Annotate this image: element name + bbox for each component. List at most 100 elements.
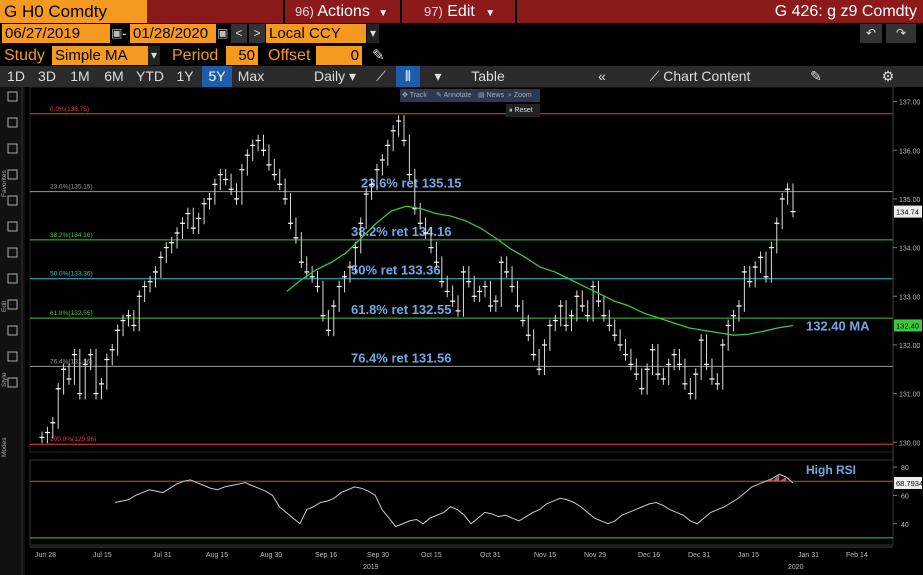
last-price-tag-bg: [894, 205, 922, 218]
color-icon[interactable]: [7, 351, 18, 362]
axes: 137.00 136.00 135.00 134.00 133.00 132.00 131.…: [1, 87, 923, 571]
study-select[interactable]: Simple MA: [52, 46, 148, 65]
chart-content-icon: ⟋: [649, 68, 660, 84]
separator: [515, 0, 517, 23]
x-axis-tick-label: Dec 16: [638, 552, 660, 559]
chevron-down-icon[interactable]: ▾: [148, 46, 160, 65]
fib-retracement-label: 61.8% ret 132.55: [351, 302, 451, 317]
edit-menu-label: Edit: [447, 3, 475, 20]
rsi-overbought-fill: [765, 478, 773, 482]
redo-button[interactable]: ↷: [886, 24, 916, 43]
price-axis-tick-label: 135.00: [899, 197, 921, 204]
sidebar-section-label: Modes: [1, 437, 8, 457]
gear-icon[interactable]: ⚙: [881, 68, 895, 84]
date-row: [0, 23, 923, 44]
period-field[interactable]: 50: [226, 46, 258, 65]
shape-icon[interactable]: [7, 195, 18, 206]
x-axis-tick-label: Nov 15: [534, 552, 556, 559]
pencil-icon[interactable]: ✎: [372, 47, 385, 64]
zoom-tool[interactable]: ⌕ Zoom: [508, 92, 532, 99]
price-axis-tick-label: 133.00: [899, 294, 921, 301]
table-button[interactable]: Table: [471, 68, 505, 84]
collapse-icon[interactable]: «: [598, 68, 606, 84]
calendar-icon[interactable]: ▣: [111, 24, 122, 43]
currency-select[interactable]: Local CCY: [266, 24, 366, 43]
chevron-down-icon[interactable]: ▾: [434, 68, 442, 84]
x-axis-tick-label: Aug 15: [206, 552, 228, 559]
chevron-down-icon[interactable]: ▾: [367, 24, 379, 43]
fib-retracement-label: 76.4% ret 131.56: [351, 350, 451, 365]
offset-label: Offset: [268, 47, 311, 64]
x-axis-tick-label: Oct 15: [421, 552, 442, 559]
track-label: Track: [409, 92, 427, 99]
period-button-max[interactable]: Max: [237, 68, 265, 84]
chart-tool-strip: [400, 89, 540, 102]
x-axis-tick-label: Aug 30: [260, 552, 282, 559]
period-button-1y[interactable]: 1Y: [176, 68, 194, 84]
offset-field[interactable]: 0: [316, 46, 362, 65]
period-button-5y[interactable]: 5Y: [202, 66, 232, 87]
text-icon[interactable]: [7, 169, 18, 180]
next-period-button[interactable]: >: [249, 24, 265, 43]
separator: [283, 0, 285, 23]
prev-period-button[interactable]: <: [231, 24, 247, 43]
price-axis-tick-label: 134.00: [899, 246, 921, 253]
x-axis-tick-label: Sep 16: [315, 552, 337, 559]
rsi-overbought-fill: [183, 479, 191, 482]
eraser-icon[interactable]: [7, 273, 18, 284]
separator: [400, 0, 402, 23]
period-button-1d[interactable]: 1D: [7, 68, 25, 84]
x-axis-tick-label: Sep 30: [367, 552, 389, 559]
fib-tag: 0.0%(136.75): [50, 106, 89, 113]
x-axis-tick-label: Dec 31: [688, 552, 710, 559]
x-axis-tick-label: Jul 15: [93, 552, 112, 559]
frequency-select[interactable]: Daily ▾: [313, 68, 357, 84]
fib-icon[interactable]: [7, 247, 18, 258]
annotate-label: Annotate: [443, 92, 472, 99]
bar-chart-icon[interactable]: ⫴: [396, 66, 420, 87]
last-price-tag: 134.74: [896, 208, 919, 217]
undo-button[interactable]: ↶: [860, 24, 882, 43]
trash-icon[interactable]: [7, 299, 18, 310]
track-tool[interactable]: ✥ Track: [402, 92, 427, 99]
start-date-field[interactable]: 06/27/2019: [2, 24, 110, 43]
frequency-label: Daily: [313, 68, 346, 84]
fib-tag: 50.0%(133.36): [50, 271, 93, 278]
line-icon[interactable]: [7, 143, 18, 154]
left-toolbar: [0, 87, 25, 575]
fib-retracement-label: 50% ret 133.36: [351, 263, 441, 278]
chart-content-button[interactable]: ⟋ Chart Content: [640, 66, 760, 87]
edit-chart-icon[interactable]: ✎: [810, 68, 822, 84]
pencil-icon[interactable]: [7, 117, 18, 128]
gear-icon[interactable]: [7, 377, 18, 388]
news-tool[interactable]: ▤ News: [478, 92, 505, 99]
end-date-field[interactable]: 01/28/2020: [130, 24, 216, 43]
period-button-6m[interactable]: 6M: [104, 68, 124, 84]
chart-area[interactable]: 0.0%(136.75) 23.6%(135.15) 23.6% ret 135.1…: [0, 87, 923, 575]
edit-menu[interactable]: 97) Edit ▼: [418, 0, 514, 23]
ma-line: [286, 205, 794, 336]
price-panel: 0.0%(136.75) 23.6%(135.15) 23.6% ret 135.1…: [29, 87, 894, 453]
date-dash: -: [122, 25, 127, 41]
fib-retracement-label: 38.2% ret 134.16: [351, 224, 451, 239]
calendar-icon[interactable]: ▣: [217, 24, 228, 43]
fib-tag: 76.4%(131.56): [50, 358, 93, 365]
cursor-icon[interactable]: [7, 91, 18, 102]
ticker-field[interactable]: G H0 Comdty: [0, 0, 147, 23]
chevron-down-icon: ▼: [378, 8, 389, 19]
rsi-axis-tick-label: 80: [901, 465, 909, 472]
annotate-tool[interactable]: ✎ Annotate: [436, 92, 472, 99]
period-button-1m[interactable]: 1M: [70, 68, 90, 84]
period-button-ytd[interactable]: YTD: [136, 68, 164, 84]
fib-tag: 38.2%(134.16): [50, 232, 93, 239]
fib-tag: 100.0%(129.96): [50, 436, 96, 443]
reset-button[interactable]: ⏸ Reset: [506, 104, 540, 117]
price-axis-tick-label: 136.00: [899, 148, 921, 155]
period-button-3d[interactable]: 3D: [38, 68, 56, 84]
actions-menu[interactable]: 96) Actions ▼: [289, 0, 399, 23]
arrow-icon[interactable]: [7, 221, 18, 232]
line-chart-icon[interactable]: ⟋: [376, 68, 386, 84]
rsi-overbought-fill: [772, 474, 780, 482]
brush-icon[interactable]: [7, 325, 18, 336]
price-axis-tick-label: 137.00: [899, 100, 921, 107]
